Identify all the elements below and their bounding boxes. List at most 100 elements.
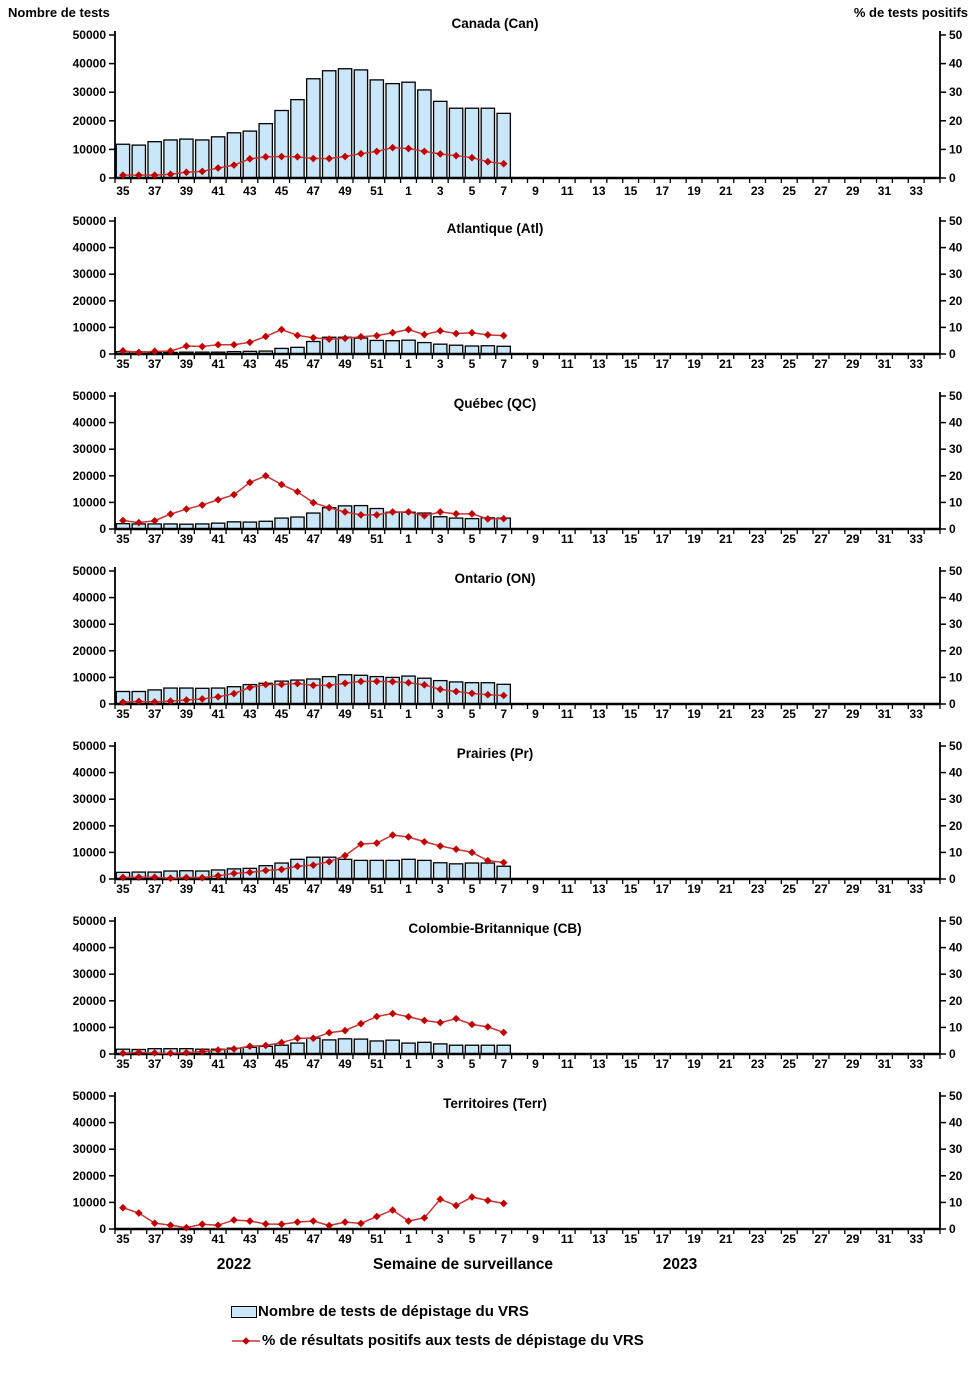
x-axis-tick-label: 5 (469, 1232, 476, 1246)
pct-positive-marker (420, 511, 429, 520)
pct-positive-marker (166, 697, 175, 705)
left-axis-tick-label: 50000 (73, 1089, 107, 1103)
tests-bar (353, 859, 369, 880)
left-axis-tick-label: 20000 (73, 114, 107, 128)
panel-title: Colombie-Britannique (CB) (408, 921, 581, 936)
x-axis-tick-label: 15 (624, 707, 638, 721)
x-axis-tick-label: 41 (211, 1232, 225, 1246)
x-axis-tick-label: 21 (719, 184, 733, 198)
x-axis-tick-label: 33 (910, 882, 924, 896)
right-axis: 0 10 20 30 40 50 (939, 914, 963, 1061)
x-axis-tick-label: 23 (751, 707, 765, 721)
pct-positive-marker (214, 872, 222, 880)
tests-bar (305, 78, 321, 179)
tests-bar (401, 339, 416, 355)
pct-positive-marker (309, 1034, 318, 1043)
tests-bar (432, 100, 448, 179)
pct-positive-marker (198, 873, 207, 882)
pct-positive-marker (246, 338, 254, 347)
x-axis-tick-label: 15 (624, 1057, 638, 1071)
pct-positive-marker (261, 680, 270, 689)
pct-positive-marker (150, 1219, 159, 1227)
pct-positive-marker (436, 508, 445, 516)
pct-positive-marker (468, 848, 476, 857)
tests-bar (290, 1042, 305, 1055)
tests-bar (432, 1043, 448, 1055)
pct-positive-marker (293, 331, 302, 340)
charts-container: 0 10000 20000 30000 40000 50000 0 10 20 30 40 50 35 3… (8, 5, 968, 1246)
pct-positive-marker (198, 167, 207, 176)
left-axis-tick-label: 20000 (73, 294, 107, 308)
x-axis-tick-label: 11 (561, 1232, 574, 1246)
tests-bar (496, 1044, 512, 1055)
pct-positive-marker (404, 1012, 413, 1021)
x-axis-tick-label: 21 (719, 357, 733, 371)
pct-positive-marker (341, 152, 349, 161)
x-axis-tick-label: 13 (592, 357, 606, 371)
x-axis-tick-label: 31 (878, 882, 892, 896)
pct-positive-marker (150, 347, 159, 356)
pct-positive-marker (134, 348, 143, 357)
pct-positive-marker (277, 325, 286, 334)
pct-positive-marker (214, 1046, 222, 1054)
x-axis-tick-label: 15 (624, 357, 638, 371)
left-axis-tick-label: 20000 (73, 1169, 107, 1183)
tests-bar (464, 862, 480, 880)
x-axis-tick-label: 45 (275, 882, 289, 896)
pct-positive-marker (388, 1009, 397, 1018)
left-axis-tick-label: 20000 (73, 819, 107, 833)
left-axis-tick-label: 40000 (73, 57, 107, 71)
x-axis-tick-label: 39 (180, 1057, 194, 1071)
right-axis-tick-label: 0 (949, 1222, 956, 1236)
x-axis-tick-label: 49 (338, 1232, 352, 1246)
legend: Nombre de tests de dépistage du VRS % de… (231, 1302, 976, 1350)
pct-positive-marker (166, 1221, 175, 1230)
pct-positive-marker (309, 154, 318, 163)
left-axis: 0 10000 20000 30000 40000 50000 (73, 214, 116, 361)
x-axis-tick-label: 39 (180, 184, 194, 198)
pct-positive-marker (230, 689, 238, 698)
x-axis-tick-label: 51 (370, 184, 384, 198)
tests-bar (305, 340, 321, 355)
x-axis-tick-label: 9 (532, 882, 539, 896)
left-axis-tick-label: 50000 (73, 214, 107, 228)
x-axis-tick-label: 21 (719, 882, 733, 896)
x-axis-tick-label: 51 (370, 1057, 384, 1071)
pct-positive-marker (119, 698, 127, 706)
x-axis-tick-label: 41 (211, 707, 225, 721)
x-axis-tick-label: 15 (624, 184, 638, 198)
pct-positive-marker (309, 333, 318, 342)
x-axis-tick-label: 37 (148, 707, 162, 721)
pct-positive-marker (341, 1026, 349, 1035)
pct-positive-marker (230, 490, 238, 499)
x-axis-tick-label: 21 (719, 532, 733, 546)
x-axis-tick-label: 9 (532, 1232, 539, 1246)
x-axis-tick-label: 29 (846, 1232, 860, 1246)
year-2023-label: 2023 (662, 1256, 698, 1273)
pct-positive-marker (420, 681, 429, 689)
left-axis-tick-label: 50000 (73, 564, 107, 578)
x-axis-tick-label: 1 (405, 184, 412, 198)
pct-positive-marker (452, 329, 460, 338)
panel-title: Prairies (Pr) (457, 746, 534, 761)
x-axis-tick-label: 49 (338, 1057, 352, 1071)
pct-positive-marker (119, 1203, 127, 1212)
pct-positive-marker (293, 679, 302, 688)
x-axis-tick-label: 35 (116, 532, 130, 546)
x-axis-tick-label: 11 (561, 532, 574, 546)
pct-positive-marker (420, 1214, 429, 1222)
left-axis-tick-label: 30000 (73, 792, 107, 806)
pct-positive-marker (468, 1020, 476, 1029)
tests-bar (242, 130, 258, 179)
right-axis-tick-label: 40 (949, 941, 963, 955)
right-axis-tick-label: 20 (949, 819, 963, 833)
right-axis-tick-label: 50 (949, 739, 963, 753)
left-axis-tick-label: 10000 (73, 670, 107, 684)
pct-positive-marker (134, 697, 143, 706)
pct-positive-marker (293, 1218, 302, 1226)
left-axis: 0 10000 20000 30000 40000 50000 (73, 564, 116, 711)
pct-positive-marker (388, 508, 397, 516)
